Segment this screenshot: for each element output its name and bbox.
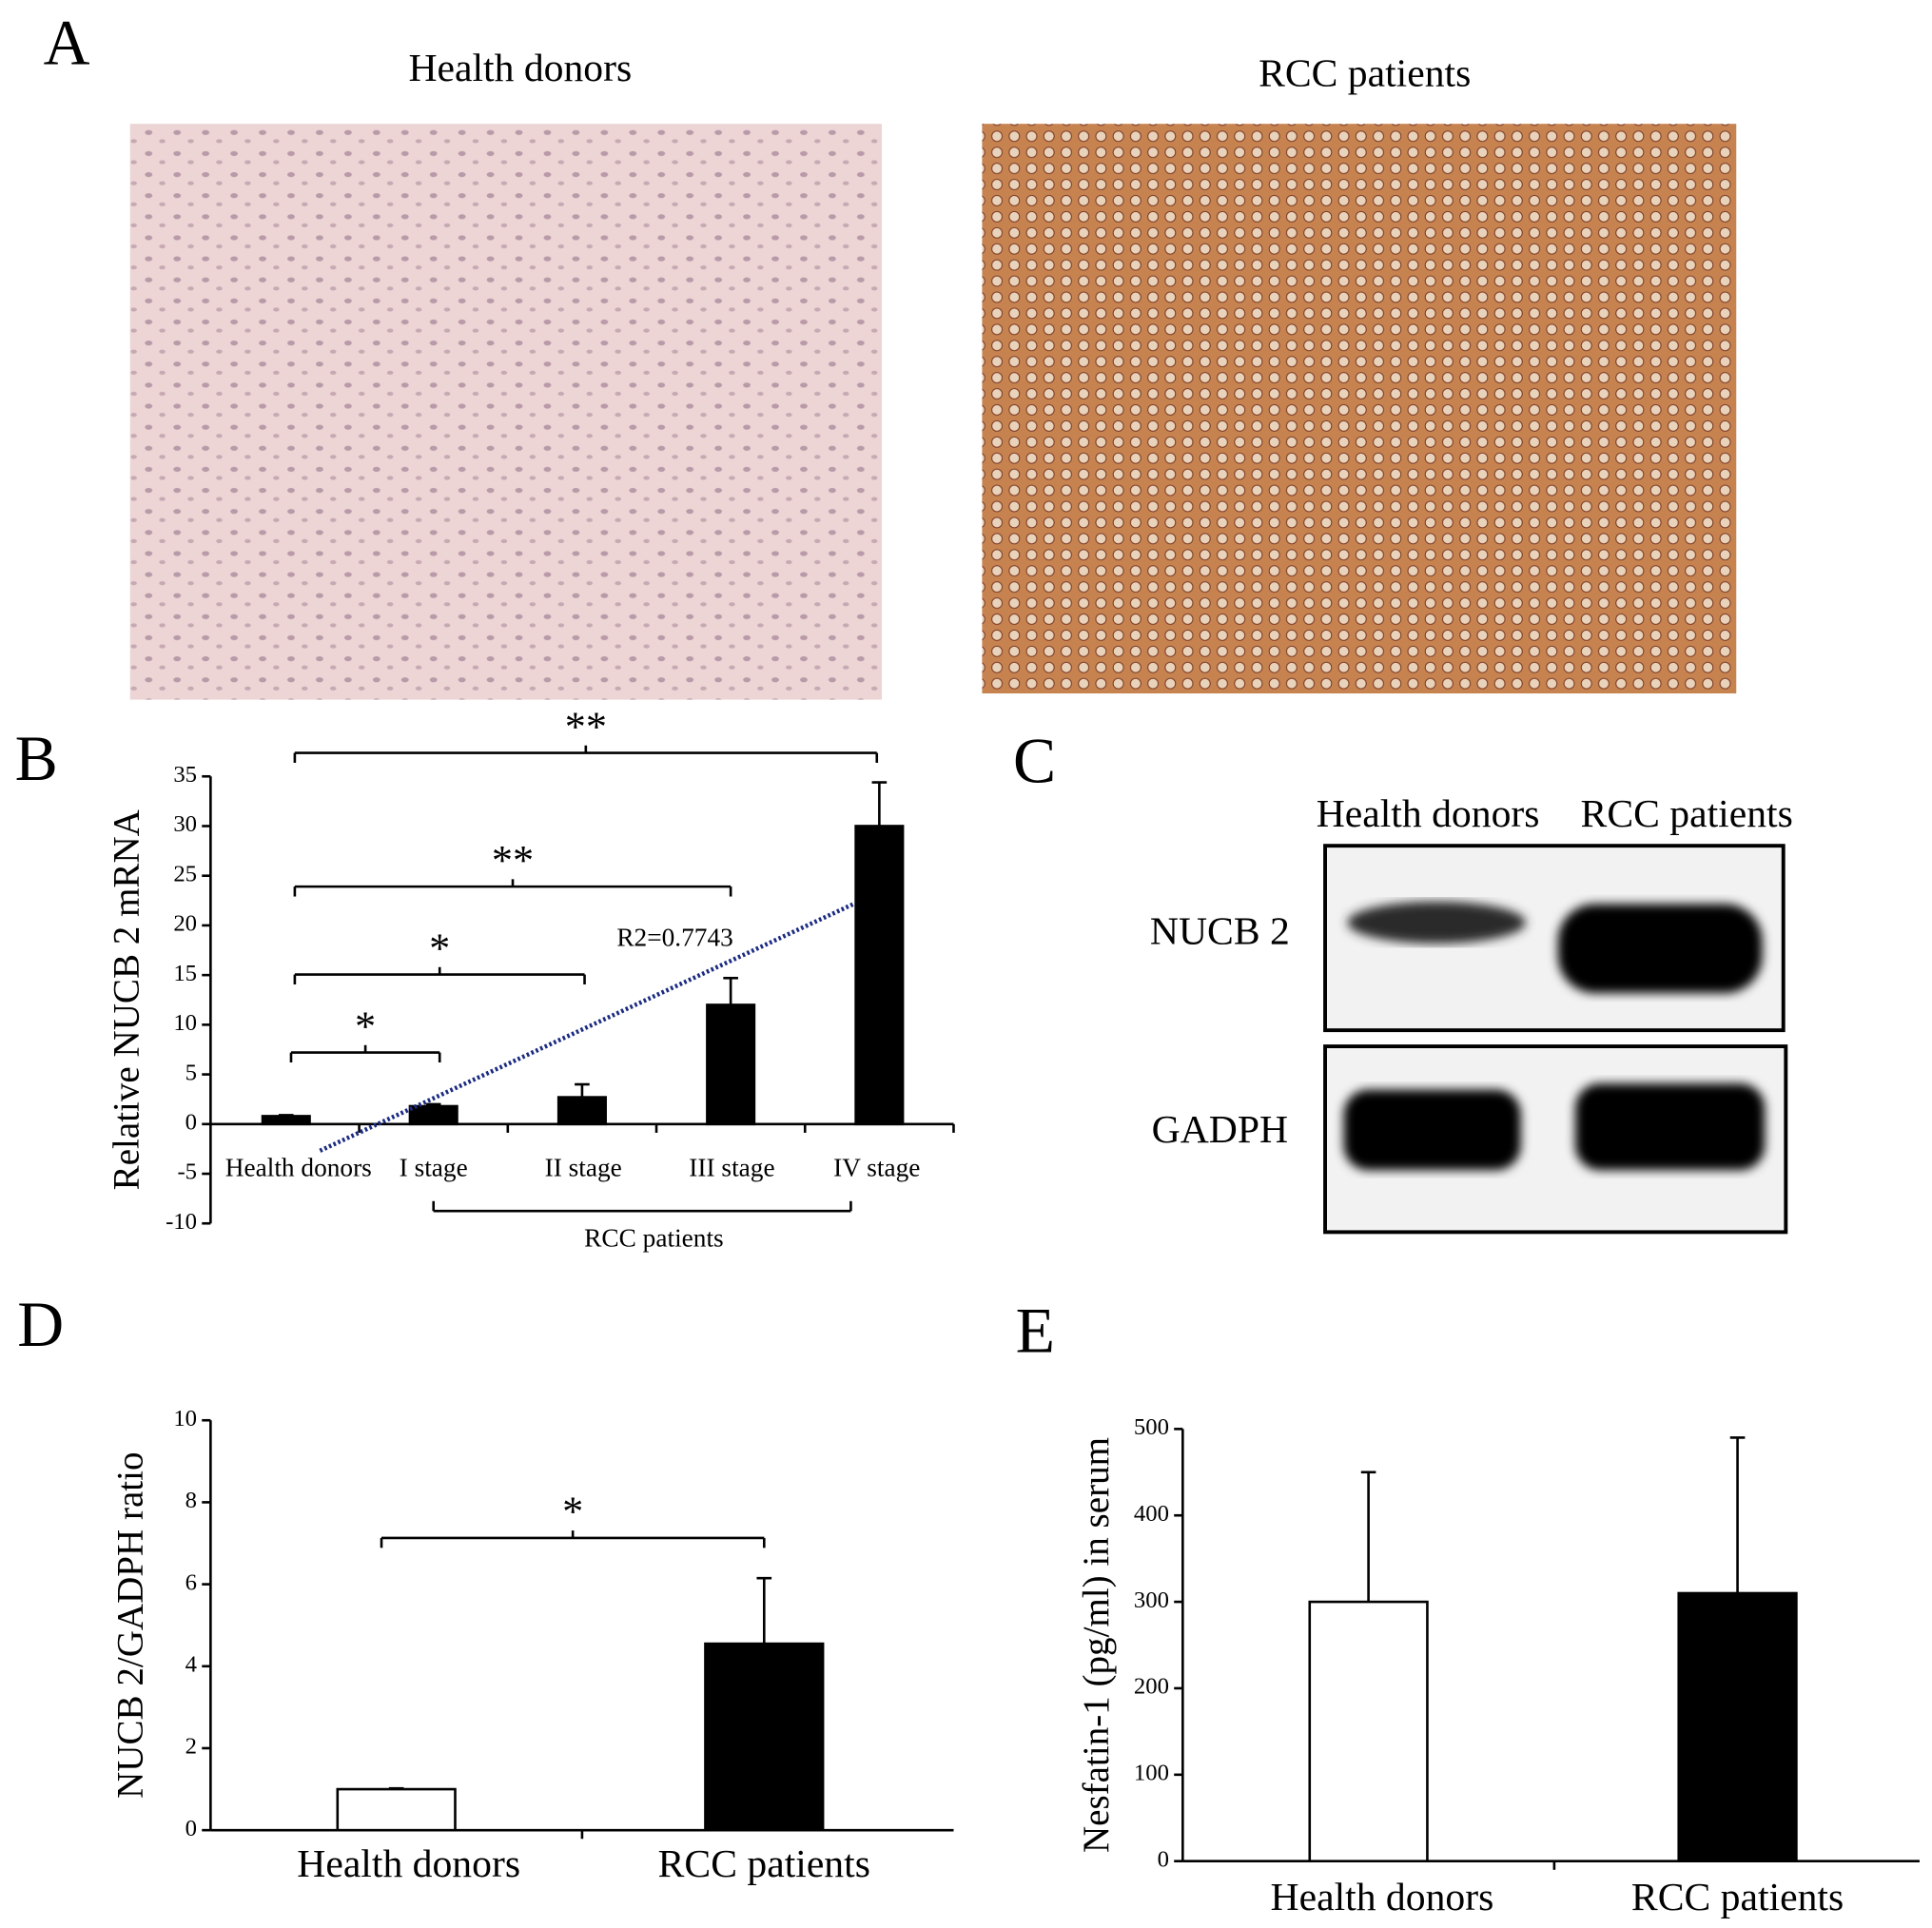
image-title: RCC patients xyxy=(1259,51,1471,95)
bar xyxy=(1308,1600,1429,1863)
y-tick-label: 5 xyxy=(185,1060,197,1085)
y-tick-label: 25 xyxy=(173,861,197,886)
trendline xyxy=(319,902,855,1153)
blot-band xyxy=(1347,901,1526,945)
y-tick-label: 15 xyxy=(173,961,197,986)
micrograph-rcc xyxy=(982,124,1737,694)
y-tick-label: -10 xyxy=(166,1209,197,1235)
bar xyxy=(706,1003,756,1126)
x-tick-label: RCC patients xyxy=(1631,1876,1844,1919)
x-tick-label: IV stage xyxy=(833,1154,920,1182)
panel-label: A xyxy=(44,8,90,79)
blot-band xyxy=(1575,1083,1766,1171)
y-axis-label: Relative NUCB 2 mRNA xyxy=(107,809,147,1190)
y-tick-label: 100 xyxy=(1134,1761,1169,1786)
panel-label: C xyxy=(1013,726,1056,797)
panel-label: D xyxy=(17,1289,64,1360)
panel-label: E xyxy=(1016,1295,1055,1367)
significance-mark: * xyxy=(429,925,450,971)
row-label: GADPH xyxy=(1152,1108,1288,1152)
y-tick-label: 4 xyxy=(185,1651,197,1677)
y-tick-label: 10 xyxy=(173,1406,197,1431)
lane-label: Health donors xyxy=(1317,792,1540,836)
lane-label: RCC patients xyxy=(1581,792,1793,836)
y-tick-label: 30 xyxy=(173,811,197,837)
y-tick-label: -5 xyxy=(177,1159,197,1185)
row-label: NUCB 2 xyxy=(1150,909,1290,953)
significance-mark: * xyxy=(355,1003,376,1049)
y-axis-label: Nesfatin-1 (pg/ml) in serum xyxy=(1076,1437,1117,1853)
bar xyxy=(408,1104,459,1126)
y-axis-label: NUCB 2/GADPH ratio xyxy=(110,1451,151,1798)
x-tick-label: I stage xyxy=(400,1154,468,1182)
panel-label: B xyxy=(15,723,58,794)
bar xyxy=(556,1096,607,1126)
y-tick-label: 200 xyxy=(1134,1674,1169,1700)
x-tick-label: II stage xyxy=(545,1154,622,1182)
y-tick-label: 500 xyxy=(1134,1414,1169,1440)
y-tick-label: 0 xyxy=(185,1816,197,1841)
image-title: Health donors xyxy=(408,47,632,90)
y-tick-label: 2 xyxy=(185,1734,197,1760)
x-tick-label: Health donors xyxy=(1271,1876,1494,1919)
micrograph-healthy xyxy=(129,124,882,700)
x-tick-label: Health donors xyxy=(225,1154,372,1182)
bar xyxy=(1677,1591,1798,1863)
y-tick-label: 300 xyxy=(1134,1587,1169,1613)
x-tick-label: RCC patients xyxy=(658,1842,870,1886)
bar xyxy=(854,825,905,1126)
blot-band xyxy=(1557,904,1763,994)
significance-mark: ** xyxy=(565,703,607,750)
y-tick-label: 20 xyxy=(173,911,197,937)
y-tick-label: 6 xyxy=(185,1569,197,1595)
bar xyxy=(704,1642,825,1832)
significance-mark: ** xyxy=(492,837,534,884)
x-tick-label: III stage xyxy=(689,1154,774,1182)
blot-band xyxy=(1343,1089,1521,1171)
y-tick-label: 400 xyxy=(1134,1501,1169,1527)
x-tick-label: Health donors xyxy=(297,1842,520,1886)
y-tick-label: 10 xyxy=(173,1010,197,1036)
y-tick-label: 8 xyxy=(185,1488,197,1513)
significance-mark: * xyxy=(562,1489,583,1535)
y-tick-label: 35 xyxy=(173,762,197,788)
bar xyxy=(336,1787,457,1832)
y-tick-label: 0 xyxy=(185,1109,197,1135)
bar xyxy=(261,1115,311,1126)
trendline-label: R2=0.7743 xyxy=(616,923,732,951)
group-label: RCC patients xyxy=(584,1224,724,1253)
y-tick-label: 0 xyxy=(1158,1846,1169,1872)
